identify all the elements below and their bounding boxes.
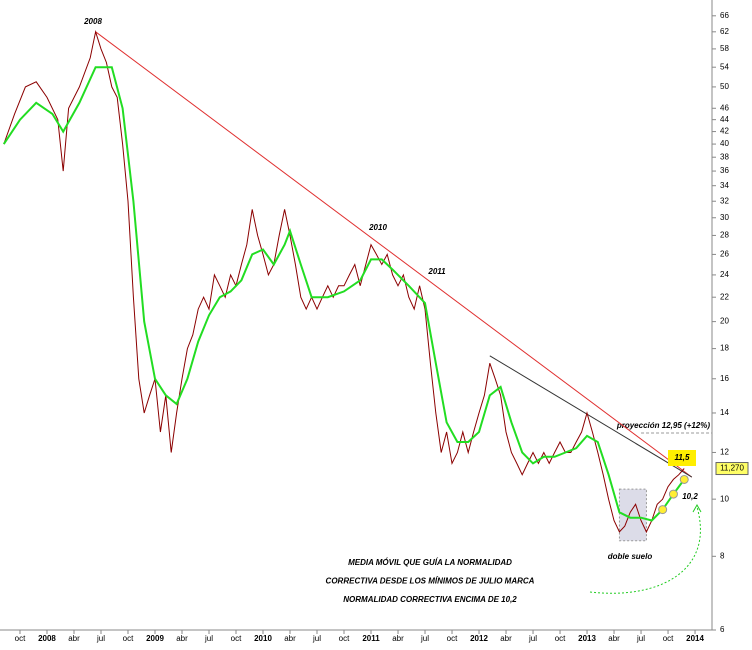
x-tick-label: 2012 — [470, 634, 488, 643]
x-tick-label: oct — [231, 634, 242, 643]
x-tick-label: oct — [663, 634, 674, 643]
x-tick-label: oct — [555, 634, 566, 643]
annotation: 2011 — [427, 267, 446, 276]
note-line: MEDIA MÓVIL QUE GUÍA LA NORMALIDAD — [348, 558, 512, 567]
y-tick-label: 30 — [720, 213, 729, 222]
x-tick-label: 2013 — [578, 634, 596, 643]
arrow — [589, 506, 701, 594]
y-tick-label: 38 — [720, 152, 729, 161]
x-tick-label: jul — [528, 634, 537, 643]
y-tick-label: 12 — [720, 448, 729, 457]
y-tick-label: 66 — [720, 11, 729, 20]
y-tick-label: 14 — [720, 408, 729, 417]
x-tick-label: jul — [636, 634, 645, 643]
x-tick-label: jul — [420, 634, 429, 643]
x-tick-label: jul — [204, 634, 213, 643]
y-tick-label: 26 — [720, 250, 729, 259]
x-tick-label: 2008 — [38, 634, 56, 643]
y-tick-label: 10 — [720, 494, 729, 503]
y-tick-label: 28 — [720, 231, 729, 240]
price-line — [3, 29, 685, 534]
x-tick-label: jul — [312, 634, 321, 643]
y-tick-label: 62 — [720, 27, 729, 36]
highlight-dot — [658, 505, 668, 515]
x-tick-label: 2010 — [254, 634, 272, 643]
y-tick-label: 40 — [720, 139, 729, 148]
note-line: NORMALIDAD CORRECTIVA ENCIMA DE 10,2 — [343, 595, 517, 604]
y-tick-label: 42 — [720, 127, 729, 136]
last-price-label: 11,270 — [720, 464, 744, 473]
highlight-dot — [668, 489, 678, 499]
x-tick-label: oct — [15, 634, 26, 643]
x-tick-label: oct — [447, 634, 458, 643]
y-tick-label: 36 — [720, 166, 729, 175]
x-tick-label: 2014 — [686, 634, 704, 643]
y-tick-label: 22 — [720, 292, 729, 301]
annotation: 11,5 — [675, 453, 691, 462]
annotation: 2010 — [368, 223, 387, 232]
y-tick-label: 46 — [720, 103, 729, 112]
y-tick-label: 58 — [720, 44, 729, 53]
x-tick-label: 2011 — [362, 634, 380, 643]
annotation: 2008 — [83, 17, 102, 26]
y-tick-label: 20 — [720, 317, 729, 326]
trendline — [95, 31, 693, 478]
note-line: CORRECTIVA DESDE LOS MÍNIMOS DE JULIO MA… — [326, 577, 535, 586]
x-tick-label: abr — [284, 634, 296, 643]
annotation: 10,2 — [682, 492, 698, 501]
moving-average — [2, 66, 686, 522]
x-tick-label: abr — [392, 634, 404, 643]
x-tick-label: oct — [123, 634, 134, 643]
y-tick-label: 18 — [720, 344, 729, 353]
y-tick-label: 44 — [720, 115, 729, 124]
projection-label: proyección 12,95 (+12%) — [616, 421, 710, 430]
annotation-box — [668, 450, 696, 466]
y-tick-label: 32 — [720, 196, 729, 205]
arrow-head — [692, 503, 702, 513]
trendline — [489, 355, 693, 478]
x-tick-label: 2009 — [146, 634, 164, 643]
x-tick-label: abr — [500, 634, 512, 643]
y-tick-label: 50 — [720, 82, 729, 91]
x-tick-label: jul — [96, 634, 105, 643]
x-tick-label: abr — [608, 634, 620, 643]
y-tick-label: 8 — [720, 551, 725, 560]
y-tick-label: 6 — [720, 625, 725, 634]
x-tick-label: abr — [68, 634, 80, 643]
x-tick-label: oct — [339, 634, 350, 643]
y-tick-label: 16 — [720, 374, 729, 383]
y-tick-label: 24 — [720, 270, 729, 279]
x-tick-label: abr — [176, 634, 188, 643]
last-price-box — [715, 462, 749, 476]
y-tick-label: 54 — [720, 62, 729, 71]
highlight-dot — [679, 474, 689, 484]
annotation: doble suelo — [608, 552, 653, 561]
y-tick-label: 34 — [720, 181, 729, 190]
